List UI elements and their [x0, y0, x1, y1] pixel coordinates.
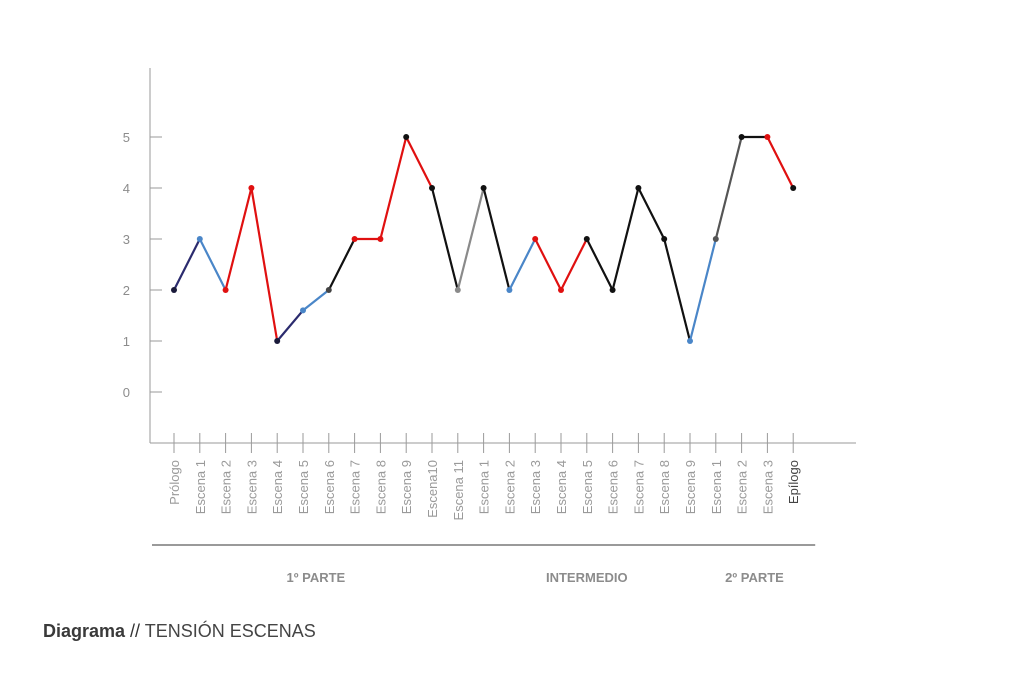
data-point: [558, 287, 564, 293]
x-tick-label: Escena 2: [219, 460, 234, 514]
line-segment: [172, 237, 201, 292]
data-points: [171, 134, 797, 344]
line-segment: [301, 288, 330, 312]
data-point: [712, 236, 719, 242]
y-tick-label: 5: [123, 130, 130, 145]
data-point: [738, 134, 745, 140]
y-tick-label: 1: [123, 334, 130, 349]
line-segment: [276, 309, 305, 343]
y-tick-label: 0: [123, 385, 130, 400]
x-tick-label: Escena 3: [244, 460, 259, 514]
line-segment: [637, 186, 666, 241]
data-point: [274, 338, 281, 344]
data-point: [248, 185, 255, 191]
data-point: [325, 287, 332, 293]
data-point: [583, 236, 590, 242]
line-segment: [714, 135, 743, 241]
x-tick-label: Epílogo: [786, 460, 801, 504]
line-segment: [327, 237, 356, 292]
data-point: [377, 236, 384, 242]
section-groups: 1º PARTE INTERMEDIO 2º PARTE: [152, 544, 816, 585]
x-tick-label: Escena 6: [606, 460, 621, 514]
line-segment: [663, 237, 692, 343]
line-segments: [172, 135, 795, 343]
line-segment: [379, 135, 408, 241]
x-axis-ticks: Prólogo Escena 1 Escena 2 Escena 3 Escena 4 E…: [167, 433, 801, 520]
y-tick-label: 4: [123, 181, 130, 196]
data-point: [635, 185, 642, 191]
data-point: [429, 185, 435, 191]
data-point: [222, 287, 229, 293]
x-tick-label: Escena 1: [193, 460, 208, 514]
line-segment: [250, 186, 279, 343]
caption-separator: //: [125, 621, 145, 641]
data-point: [300, 307, 306, 314]
x-tick-label: Escena 5: [296, 460, 311, 514]
line-segment: [198, 237, 227, 292]
chart-axes: [149, 68, 856, 444]
y-tick-label: 3: [123, 232, 130, 247]
x-tick-label: Escena 4: [270, 460, 285, 514]
data-point: [480, 185, 487, 191]
line-segment: [482, 186, 511, 292]
data-point: [790, 185, 797, 191]
x-tick-label: Escena 3: [760, 460, 775, 514]
data-point: [609, 287, 616, 293]
data-point: [171, 287, 177, 293]
data-point: [196, 236, 203, 242]
x-tick-label: Escena 1: [709, 460, 724, 514]
line-segment: [534, 237, 563, 292]
x-tick-label: Escena 8: [373, 460, 388, 514]
x-tick-label: Escena 6: [322, 460, 337, 514]
data-point: [351, 236, 358, 242]
line-segment: [508, 237, 537, 292]
data-point: [403, 134, 410, 140]
x-tick-label: Escena 4: [554, 460, 569, 514]
x-tick-label: Escena 5: [580, 460, 595, 514]
caption-subtitle: TENSIÓN ESCENAS: [144, 621, 316, 641]
x-tick-label: Escena 1: [477, 460, 492, 514]
x-tick-label: Escena 11: [451, 460, 466, 520]
line-segment: [456, 186, 485, 292]
line-segment: [224, 186, 253, 292]
x-tick-label: Escena 7: [348, 460, 363, 514]
y-tick-label: 2: [123, 283, 130, 298]
y-axis-ticks: 0 1 2 3 4 5: [123, 130, 162, 400]
data-point: [687, 338, 693, 344]
x-tick-label: Escena 8: [657, 460, 672, 514]
data-point: [661, 236, 668, 242]
x-tick-label: Escena 2: [735, 460, 750, 514]
line-segment: [585, 237, 614, 292]
data-point: [532, 236, 539, 242]
data-point: [506, 287, 513, 293]
x-tick-label: Escena10: [425, 460, 440, 518]
line-segment: [611, 186, 640, 292]
data-point: [764, 134, 771, 140]
data-point: [454, 287, 461, 293]
figure-caption: Diagrama // TENSIÓN ESCENAS: [43, 621, 316, 642]
x-tick-label: Escena 9: [399, 460, 414, 514]
x-tick-label: Prólogo: [167, 460, 182, 505]
line-segment: [430, 186, 459, 292]
x-tick-label: Escena 7: [631, 460, 646, 514]
x-tick-label: Escena 3: [528, 460, 543, 514]
caption-title: Diagrama: [43, 621, 126, 641]
section-label: 1º PARTE: [287, 570, 346, 585]
line-segment: [559, 237, 588, 292]
line-segment: [688, 237, 717, 343]
section-label: INTERMEDIO: [546, 570, 628, 585]
line-segment: [766, 135, 795, 190]
x-tick-label: Escena 9: [683, 460, 698, 514]
line-segment: [405, 135, 434, 190]
x-tick-label: Escena 2: [502, 460, 517, 514]
section-label: 2º PARTE: [725, 570, 784, 585]
